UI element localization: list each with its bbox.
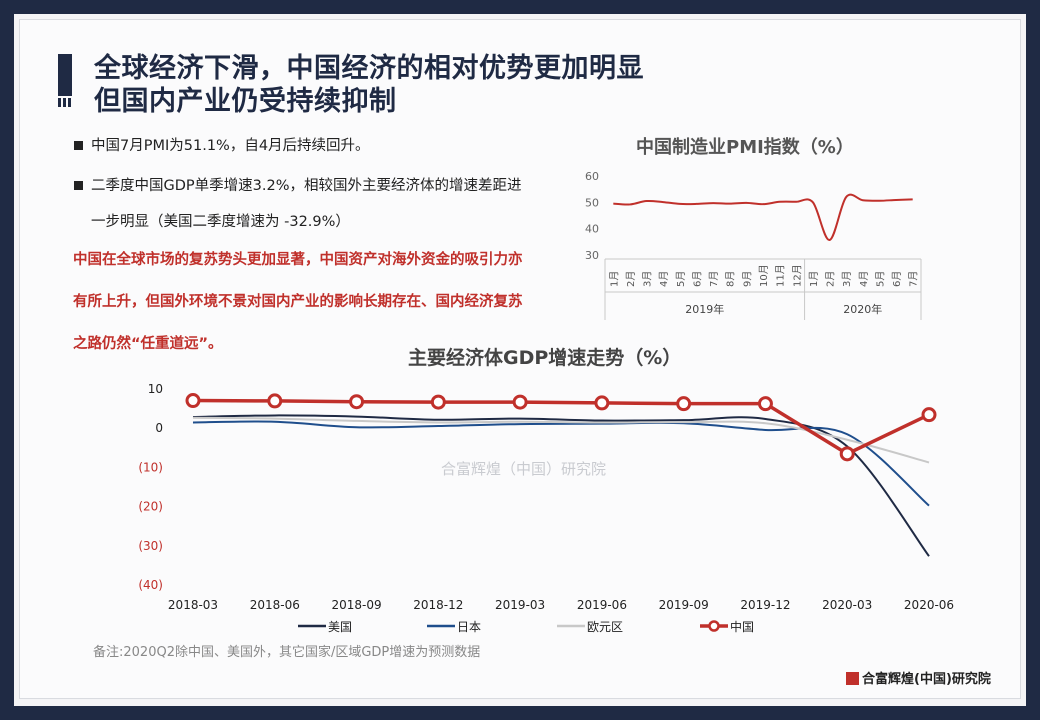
brand-logo-icon bbox=[846, 672, 859, 685]
gdp-data-point-china bbox=[349, 394, 365, 410]
gdp-y-tick-label: (40) bbox=[138, 578, 163, 592]
gdp-data-point-china bbox=[185, 393, 201, 409]
gdp-series-line-japan bbox=[192, 420, 930, 507]
pmi-x-tick-label: 5月 bbox=[874, 271, 886, 287]
highlight-paragraph: 中国在全球市场的复苏势头更加显著，中国资产对海外资金的吸引力亦 有所上升，但国外… bbox=[73, 248, 573, 374]
highlight-line: 中国在全球市场的复苏势头更加显著，中国资产对海外资金的吸引力亦 bbox=[73, 252, 523, 268]
pmi-x-tick-label: 1月 bbox=[608, 271, 620, 287]
pmi-y-tick-label: 40 bbox=[585, 223, 599, 236]
gdp-data-point-china bbox=[839, 446, 855, 462]
gdp-data-point-china bbox=[430, 394, 446, 410]
pmi-x-tick-label: 3月 bbox=[841, 271, 853, 287]
gdp-legend-label: 日本 bbox=[457, 620, 481, 634]
gdp-legend-marker bbox=[708, 620, 720, 632]
gdp-y-tick-label: (30) bbox=[138, 539, 163, 553]
gdp-x-tick-label: 2018-03 bbox=[168, 598, 218, 612]
pmi-chart-title: 中国制造业PMI指数（%） bbox=[636, 137, 854, 158]
pmi-x-tick-label: 8月 bbox=[725, 271, 737, 287]
gdp-data-point-china bbox=[757, 396, 773, 412]
gdp-data-point-china bbox=[594, 395, 610, 411]
pmi-x-tick-label: 3月 bbox=[642, 271, 654, 287]
bullet-text: 二季度中国GDP单季增速3.2%，相较国外主要经济体的增速差距进 bbox=[91, 178, 522, 194]
bullet-square-icon bbox=[74, 140, 83, 150]
title-accent-dots bbox=[58, 98, 72, 107]
pmi-x-tick-label: 1月 bbox=[808, 271, 820, 287]
pmi-x-tick-label: 4月 bbox=[858, 271, 870, 287]
gdp-y-tick-label: (20) bbox=[138, 500, 163, 514]
footnote: 备注:2020Q2除中国、美国外，其它国家/区域GDP增速为预测数据 bbox=[93, 645, 481, 660]
pmi-group-label: 2019年 bbox=[685, 302, 724, 316]
gdp-data-point-china bbox=[921, 407, 937, 423]
brand-name: 合富辉煌(中国)研究院 bbox=[862, 672, 991, 687]
gdp-x-tick-label: 2019-12 bbox=[740, 598, 790, 612]
brand-logo: 合富辉煌(中国)研究院 bbox=[846, 668, 991, 687]
gdp-y-tick-label: (10) bbox=[138, 460, 163, 474]
gdp-data-point-china bbox=[676, 396, 692, 412]
pmi-x-tick-label: 5月 bbox=[675, 271, 687, 287]
bullet-text: 中国7月PMI为51.1%，自4月后持续回升。 bbox=[91, 138, 370, 154]
gdp-x-tick-label: 2020-03 bbox=[822, 598, 872, 612]
bullet-gdp: 二季度中国GDP单季增速3.2%，相较国外主要经济体的增速差距进 bbox=[74, 174, 521, 198]
gdp-y-tick-label: 0 bbox=[155, 421, 163, 435]
pmi-x-tick-label: 6月 bbox=[891, 271, 903, 287]
gdp-chart-title: 主要经济体GDP增速走势（%） bbox=[408, 347, 682, 369]
title-accent-bar bbox=[58, 54, 72, 96]
watermark: 合富辉煌（中国）研究院 bbox=[441, 460, 607, 478]
pmi-x-tick-label: 7月 bbox=[708, 271, 720, 287]
pmi-x-tick-label: 9月 bbox=[741, 271, 753, 287]
gdp-x-tick-label: 2020-06 bbox=[904, 598, 954, 612]
pmi-y-tick-label: 30 bbox=[585, 249, 599, 262]
title-line-1: 全球经济下滑，中国经济的相对优势更加明显 bbox=[94, 53, 644, 84]
gdp-x-tick-label: 2019-09 bbox=[659, 598, 709, 612]
gdp-x-tick-label: 2019-03 bbox=[495, 598, 545, 612]
pmi-x-tick-label: 10月 bbox=[758, 264, 770, 287]
gdp-series-line-us bbox=[192, 414, 930, 557]
pmi-y-tick-label: 60 bbox=[585, 170, 599, 183]
bullet-gdp-continued: 一步明显（美国二季度增速为 -32.9%） bbox=[91, 214, 350, 230]
gdp-y-tick-label: 10 bbox=[148, 382, 163, 396]
pmi-group-label: 2020年 bbox=[843, 302, 882, 316]
pmi-x-tick-label: 7月 bbox=[908, 271, 920, 287]
bullet-pmi: 中国7月PMI为51.1%，自4月后持续回升。 bbox=[74, 134, 370, 158]
page-title: 全球经济下滑，中国经济的相对优势更加明显 但国内产业仍受持续抑制 bbox=[94, 52, 644, 118]
gdp-data-point-china bbox=[512, 394, 528, 410]
pmi-x-tick-label: 11月 bbox=[775, 264, 787, 287]
pmi-y-tick-label: 50 bbox=[585, 196, 599, 209]
gdp-legend-label: 欧元区 bbox=[587, 620, 623, 634]
slide-frame bbox=[20, 20, 1020, 698]
title-line-2: 但国内产业仍受持续抑制 bbox=[94, 86, 397, 117]
pmi-x-tick-label: 2月 bbox=[825, 271, 837, 287]
gdp-series-line-china bbox=[192, 398, 930, 456]
pmi-x-tick-label: 6月 bbox=[691, 271, 703, 287]
gdp-x-tick-label: 2018-09 bbox=[331, 598, 381, 612]
pmi-x-tick-label: 4月 bbox=[658, 271, 670, 287]
gdp-x-tick-label: 2018-06 bbox=[250, 598, 300, 612]
gdp-data-point-china bbox=[267, 393, 283, 409]
pmi-x-tick-label: 2月 bbox=[625, 271, 637, 287]
gdp-x-tick-label: 2018-12 bbox=[413, 598, 463, 612]
highlight-line: 有所上升，但国外环境不景对国内产业的影响长期存在、国内经济复苏 bbox=[73, 294, 523, 310]
gdp-legend-label: 中国 bbox=[730, 619, 754, 634]
highlight-line: 之路仍然“任重道远”。 bbox=[73, 336, 223, 352]
gdp-legend-label: 美国 bbox=[328, 620, 352, 634]
pmi-x-tick-label: 12月 bbox=[791, 264, 803, 287]
gdp-x-tick-label: 2019-06 bbox=[577, 598, 627, 612]
bullet-square-icon bbox=[74, 180, 83, 190]
